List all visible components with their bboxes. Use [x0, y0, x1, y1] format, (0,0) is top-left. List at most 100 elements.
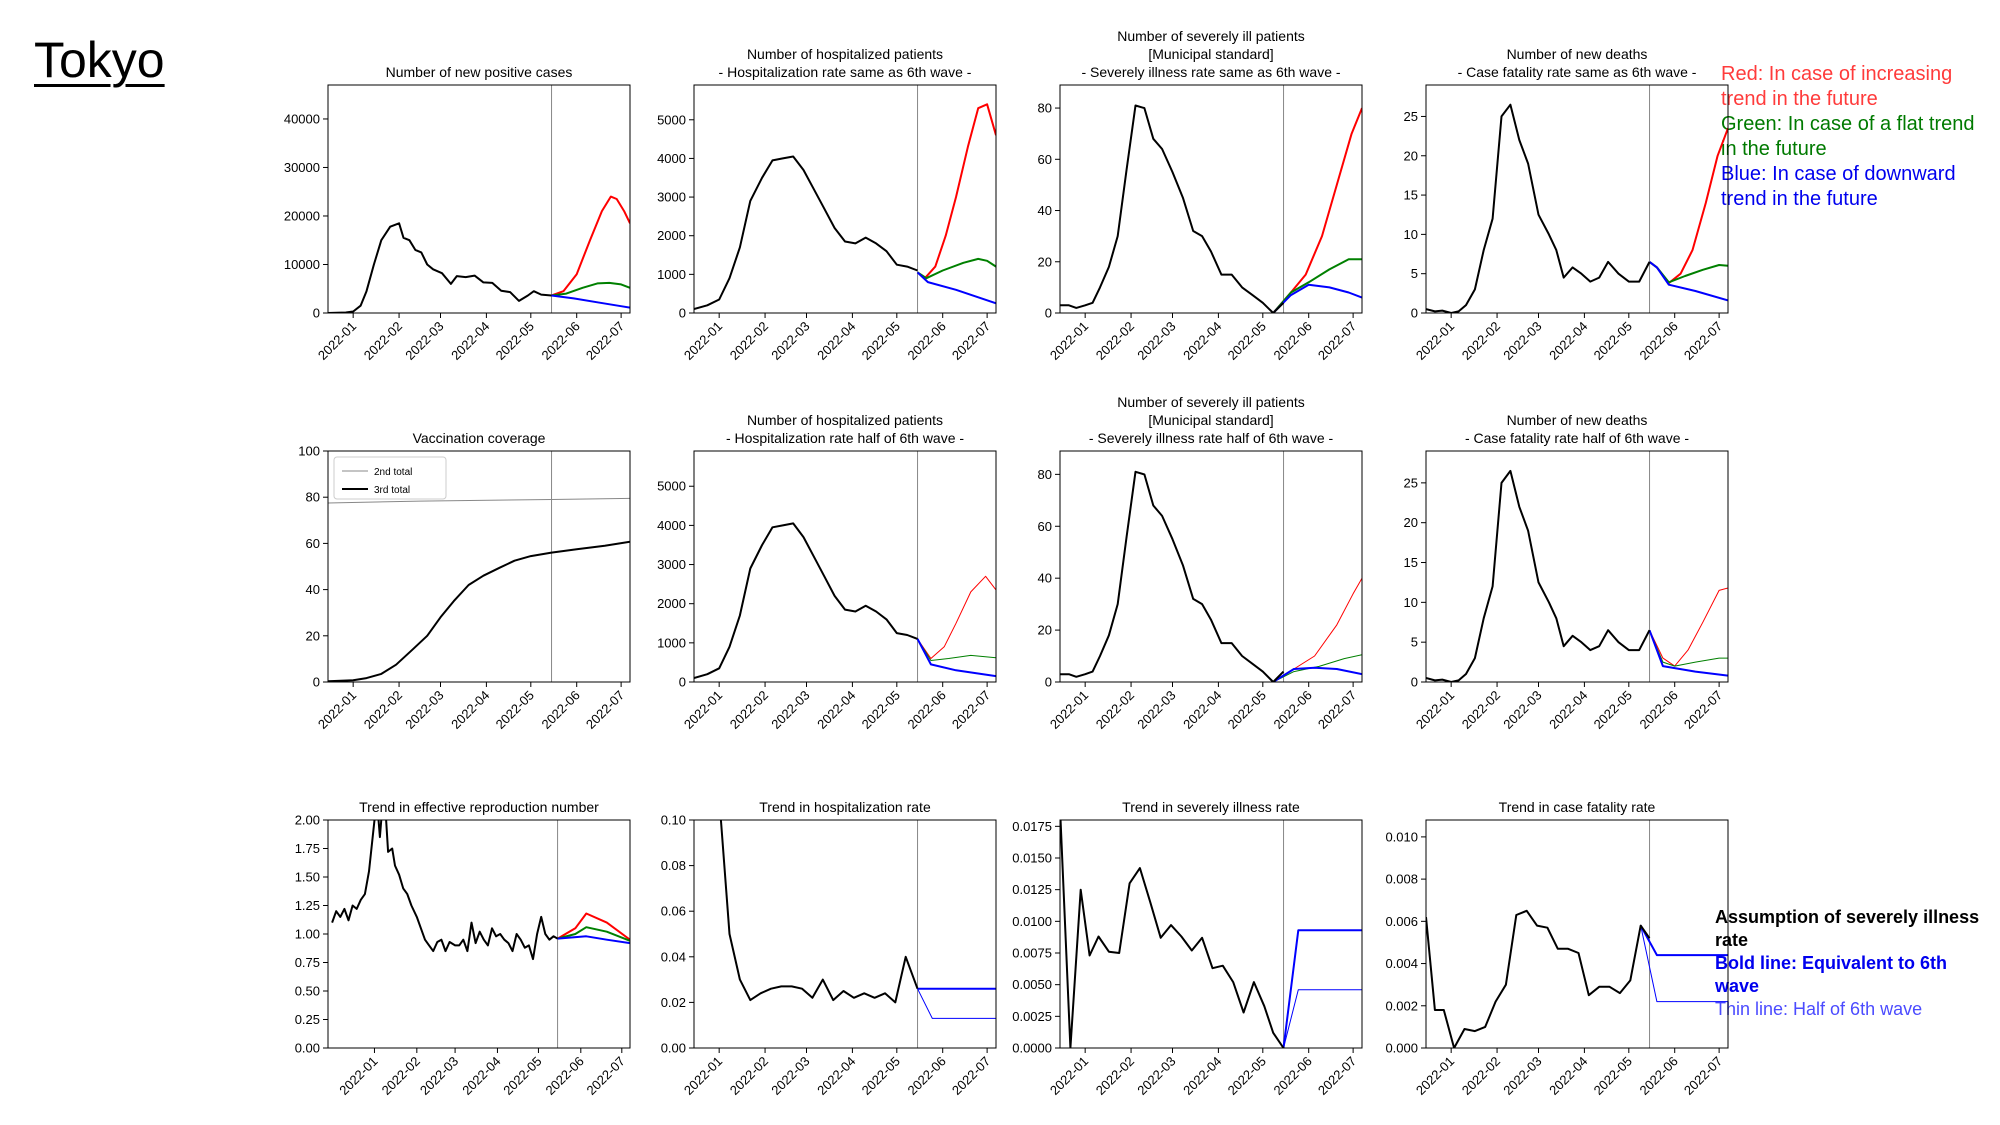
x-tick-label: 2022-03	[1500, 1054, 1544, 1098]
y-tick-label: 0.08	[661, 858, 686, 873]
y-tick-label: 40000	[284, 111, 320, 126]
assumption-bold-line: Bold line: Equivalent to 6th wave	[1715, 953, 1948, 996]
plot-frame	[1425, 819, 1729, 1049]
x-tick-label: 2022-02	[1459, 319, 1503, 363]
observed-line	[1060, 820, 1285, 1048]
y-tick-label: 0	[679, 675, 686, 690]
y-tick-label: 4000	[657, 151, 686, 166]
y-tick-label: 5000	[657, 479, 686, 494]
chart-title: - Hospitalization rate half of 6th wave …	[726, 430, 964, 446]
y-tick-label: 60	[306, 536, 320, 551]
y-tick-label: 5000	[657, 112, 686, 127]
y-tick-label: 25	[1404, 109, 1418, 124]
assumption-thin-line: Thin line: Half of 6th wave	[1715, 999, 1923, 1019]
y-tick-label: 0.02	[661, 995, 686, 1010]
scenario-legend: Red: In case of increasing trend in the …	[1721, 62, 1991, 212]
x-tick-label: 2022-03	[768, 319, 812, 363]
chart-hosp1: Number of hospitalized patients - Hospita…	[657, 46, 997, 363]
y-tick-label: 0.0175	[1012, 819, 1052, 834]
y-tick-label: 3000	[657, 557, 686, 572]
y-tick-label: 1000	[657, 635, 686, 650]
x-tick-label: 2022-04	[814, 688, 858, 732]
y-tick-label: 0	[1411, 675, 1418, 690]
chart-title: Vaccination coverage	[413, 430, 546, 446]
observed-line	[1060, 104, 1285, 313]
x-tick-label: 2022-04	[1546, 1054, 1590, 1098]
x-tick-label: 2022-05	[1591, 319, 1635, 363]
x-tick-label: 2022-05	[1591, 688, 1635, 732]
x-tick-label: 2022-03	[1134, 1054, 1178, 1098]
chart-title: Number of new deaths	[1507, 46, 1648, 62]
y-tick-label: 0.00	[661, 1041, 686, 1056]
y-tick-label: 10	[1404, 595, 1418, 610]
x-tick-label: 2022-04	[1546, 319, 1590, 363]
x-tick-label: 2022-05	[1225, 1054, 1269, 1098]
x-tick-label: 2022-05	[1225, 319, 1269, 363]
scenario-blue-line	[1648, 629, 1728, 677]
x-tick-label: 2022-04	[459, 1054, 503, 1098]
scenario-red-line	[557, 912, 630, 941]
x-tick-label: 2022-06	[904, 688, 948, 732]
y-tick-label: 0.0100	[1012, 914, 1052, 929]
x-tick-label: 2022-01	[1047, 688, 1091, 732]
chart-title: - Case fatality rate same as 6th wave -	[1458, 64, 1697, 80]
y-tick-label: 0.50	[295, 984, 320, 999]
chart-title: Number of new positive cases	[386, 64, 573, 80]
x-tick-label: 2022-06	[1636, 1054, 1680, 1098]
y-tick-label: 20	[306, 628, 320, 643]
scenario-green-line	[916, 257, 996, 280]
y-tick-label: 2000	[657, 596, 686, 611]
x-tick-label: 2022-04	[1180, 1054, 1224, 1098]
y-tick-label: 20000	[284, 208, 320, 223]
x-tick-label: 2022-02	[361, 688, 405, 732]
chart-cases: Number of new positive cases 0 10000 20000 3…	[284, 64, 631, 363]
chart-title: Number of hospitalized patients	[747, 46, 943, 62]
chart-title: Number of new deaths	[1507, 412, 1648, 428]
scenario-red-line	[916, 103, 996, 280]
chart-title: [Municipal standard]	[1148, 46, 1273, 62]
scenario-blue-line	[916, 638, 996, 678]
chart-title: Trend in case fatality rate	[1499, 799, 1656, 815]
scenario-blue-line	[1640, 925, 1728, 1003]
x-tick-label: 2022-04	[1180, 688, 1224, 732]
scenario-red-line	[1272, 107, 1362, 313]
x-tick-label: 2022-06	[904, 319, 948, 363]
x-tick-label: 2022-01	[1413, 688, 1457, 732]
x-tick-label: 2022-06	[538, 688, 582, 732]
scenario-red-line	[1649, 587, 1728, 667]
chart-title: Trend in severely illness rate	[1122, 799, 1300, 815]
y-tick-label: 0.0125	[1012, 882, 1052, 897]
y-tick-label: 1.50	[295, 870, 320, 885]
scenario-blue-line	[1639, 925, 1728, 957]
y-tick-label: 5	[1411, 635, 1418, 650]
x-tick-label: 2022-02	[361, 319, 405, 363]
chart-deaths1: Number of new deaths - Case fatality rate…	[1404, 46, 1729, 363]
y-tick-label: 0	[313, 306, 320, 321]
chart-title: Number of severely ill patients	[1117, 394, 1305, 410]
x-tick-label: 2022-06	[1270, 688, 1314, 732]
x-tick-label: 2022-03	[768, 1054, 812, 1098]
x-tick-label: 2022-04	[814, 1054, 858, 1098]
scenario-green-line	[557, 926, 630, 942]
x-tick-label: 2022-01	[1047, 1054, 1091, 1098]
chart-hosp2: Number of hospitalized patients - Hospita…	[657, 412, 997, 732]
y-tick-label: 0.0075	[1012, 946, 1052, 961]
x-tick-label: 2022-06	[1270, 319, 1314, 363]
x-tick-label: 2022-07	[1315, 1054, 1359, 1098]
legend-blue: Blue: In case of downward trend in the f…	[1721, 163, 1956, 210]
x-tick-label: 2022-05	[859, 688, 903, 732]
scenario-blue-line	[1283, 989, 1362, 1048]
x-tick-label: 2022-06	[904, 1054, 948, 1098]
x-tick-label: 2022-04	[448, 688, 492, 732]
x-tick-label: 2022-01	[336, 1054, 380, 1098]
chart-title: Number of severely ill patients	[1117, 28, 1305, 44]
y-tick-label: 0	[1411, 306, 1418, 321]
scenario-blue-line	[917, 988, 996, 1019]
x-tick-label: 2022-07	[949, 319, 993, 363]
plot-frame	[693, 450, 997, 683]
y-tick-label: 0.002	[1385, 998, 1418, 1013]
y-tick-label: 0.10	[661, 813, 686, 828]
x-tick-label: 2022-07	[583, 688, 627, 732]
x-tick-label: 2022-02	[1093, 319, 1137, 363]
